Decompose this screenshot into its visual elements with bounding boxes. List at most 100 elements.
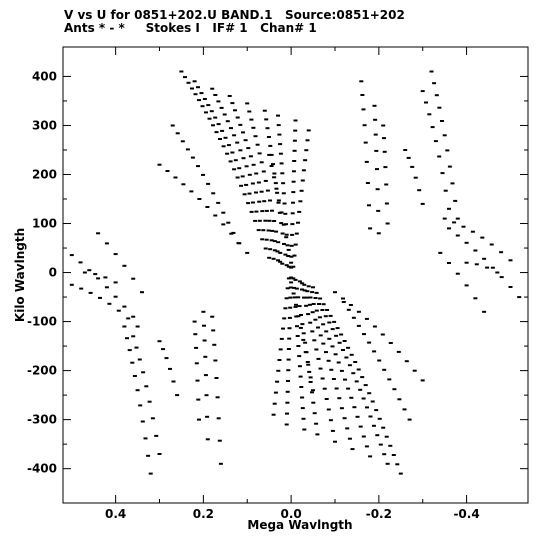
uv-point bbox=[388, 342, 393, 344]
uv-point bbox=[273, 391, 278, 394]
uv-point bbox=[78, 261, 83, 264]
uv-point bbox=[292, 139, 297, 142]
uv-point bbox=[281, 182, 286, 185]
uv-point bbox=[322, 387, 327, 390]
uv-point bbox=[261, 170, 266, 173]
uv-point bbox=[304, 304, 309, 307]
uv-point bbox=[254, 172, 259, 175]
x-tick-label: 0.0 bbox=[280, 507, 301, 521]
uv-point bbox=[437, 155, 442, 158]
uv-point bbox=[311, 303, 316, 305]
uv-point bbox=[296, 221, 300, 224]
uv-point bbox=[324, 351, 328, 354]
uv-point bbox=[313, 318, 318, 321]
uv-point bbox=[272, 176, 277, 179]
uv-point bbox=[222, 113, 227, 116]
uv-point bbox=[253, 135, 258, 138]
uv-point bbox=[245, 251, 250, 254]
uv-point bbox=[202, 98, 207, 100]
uv-point bbox=[339, 333, 344, 336]
uv-point bbox=[333, 291, 337, 294]
uv-point bbox=[346, 346, 351, 349]
uv-point bbox=[113, 295, 118, 298]
uv-point bbox=[348, 304, 353, 306]
uv-point bbox=[237, 167, 242, 170]
uv-point bbox=[135, 389, 140, 392]
uv-point bbox=[381, 426, 386, 429]
uv-point bbox=[350, 448, 355, 451]
uv-point bbox=[294, 303, 298, 306]
uv-point bbox=[278, 152, 283, 155]
uv-point bbox=[254, 191, 258, 194]
uv-point bbox=[334, 334, 339, 337]
uv-point bbox=[490, 266, 495, 269]
uv-point bbox=[203, 355, 208, 358]
uv-point bbox=[259, 190, 264, 193]
uv-point bbox=[286, 255, 291, 257]
uv-point bbox=[432, 82, 437, 85]
uv-point bbox=[214, 377, 219, 379]
uv-point bbox=[305, 361, 310, 363]
uv-point bbox=[300, 288, 304, 291]
uv-point bbox=[420, 379, 425, 382]
uv-point bbox=[211, 192, 216, 195]
uv-point bbox=[269, 153, 274, 156]
uv-point bbox=[303, 351, 308, 354]
uv-point bbox=[290, 212, 295, 215]
uv-point bbox=[292, 286, 296, 289]
uv-point bbox=[336, 361, 341, 364]
uv-point bbox=[276, 124, 281, 127]
uv-point bbox=[107, 302, 112, 305]
uv-point bbox=[499, 276, 504, 279]
uv-point bbox=[204, 394, 209, 397]
uv-point bbox=[374, 409, 379, 412]
uv-point bbox=[339, 407, 344, 410]
uv-point bbox=[264, 118, 269, 121]
uv-point bbox=[195, 379, 200, 382]
uv-point bbox=[300, 179, 305, 182]
uv-point bbox=[343, 378, 347, 381]
uv-point bbox=[349, 396, 354, 399]
uv-point bbox=[144, 385, 149, 388]
uv-point bbox=[284, 233, 289, 236]
uv-point bbox=[211, 329, 216, 332]
uv-point bbox=[301, 169, 306, 172]
uv-point bbox=[314, 422, 319, 425]
uv-point bbox=[294, 315, 299, 318]
uv-point bbox=[171, 380, 176, 383]
uv-point bbox=[210, 315, 215, 318]
uv-point bbox=[283, 307, 288, 310]
uv-point bbox=[517, 296, 522, 299]
uv-point bbox=[344, 356, 349, 359]
y-axis-label: Kilo Wavlngth bbox=[13, 228, 27, 322]
uv-point bbox=[288, 306, 293, 309]
uv-point bbox=[245, 102, 250, 105]
uv-point bbox=[247, 110, 252, 113]
uv-point bbox=[93, 273, 98, 276]
uv-point bbox=[254, 210, 259, 213]
uv-point bbox=[265, 189, 270, 192]
uv-point bbox=[193, 93, 198, 96]
uv-point bbox=[410, 165, 415, 168]
uv-point bbox=[270, 209, 274, 212]
uv-point bbox=[470, 230, 475, 233]
uv-point bbox=[201, 173, 205, 176]
uv-point bbox=[333, 353, 338, 356]
uv-point bbox=[361, 397, 366, 400]
uv-point bbox=[255, 143, 260, 146]
uv-point bbox=[310, 311, 315, 314]
uv-point bbox=[230, 102, 235, 105]
uv-point bbox=[433, 140, 438, 143]
uv-point bbox=[438, 251, 443, 254]
uv-point bbox=[272, 172, 277, 175]
uv-point bbox=[461, 225, 466, 228]
y-tick-label: -200 bbox=[27, 364, 57, 378]
uv-point bbox=[278, 260, 283, 263]
uv-point bbox=[280, 232, 285, 235]
uv-point bbox=[310, 291, 315, 294]
x-tick-label: -0.4 bbox=[453, 507, 479, 521]
uv-point bbox=[282, 243, 286, 245]
uv-point bbox=[263, 179, 268, 182]
uv-point bbox=[218, 462, 223, 465]
